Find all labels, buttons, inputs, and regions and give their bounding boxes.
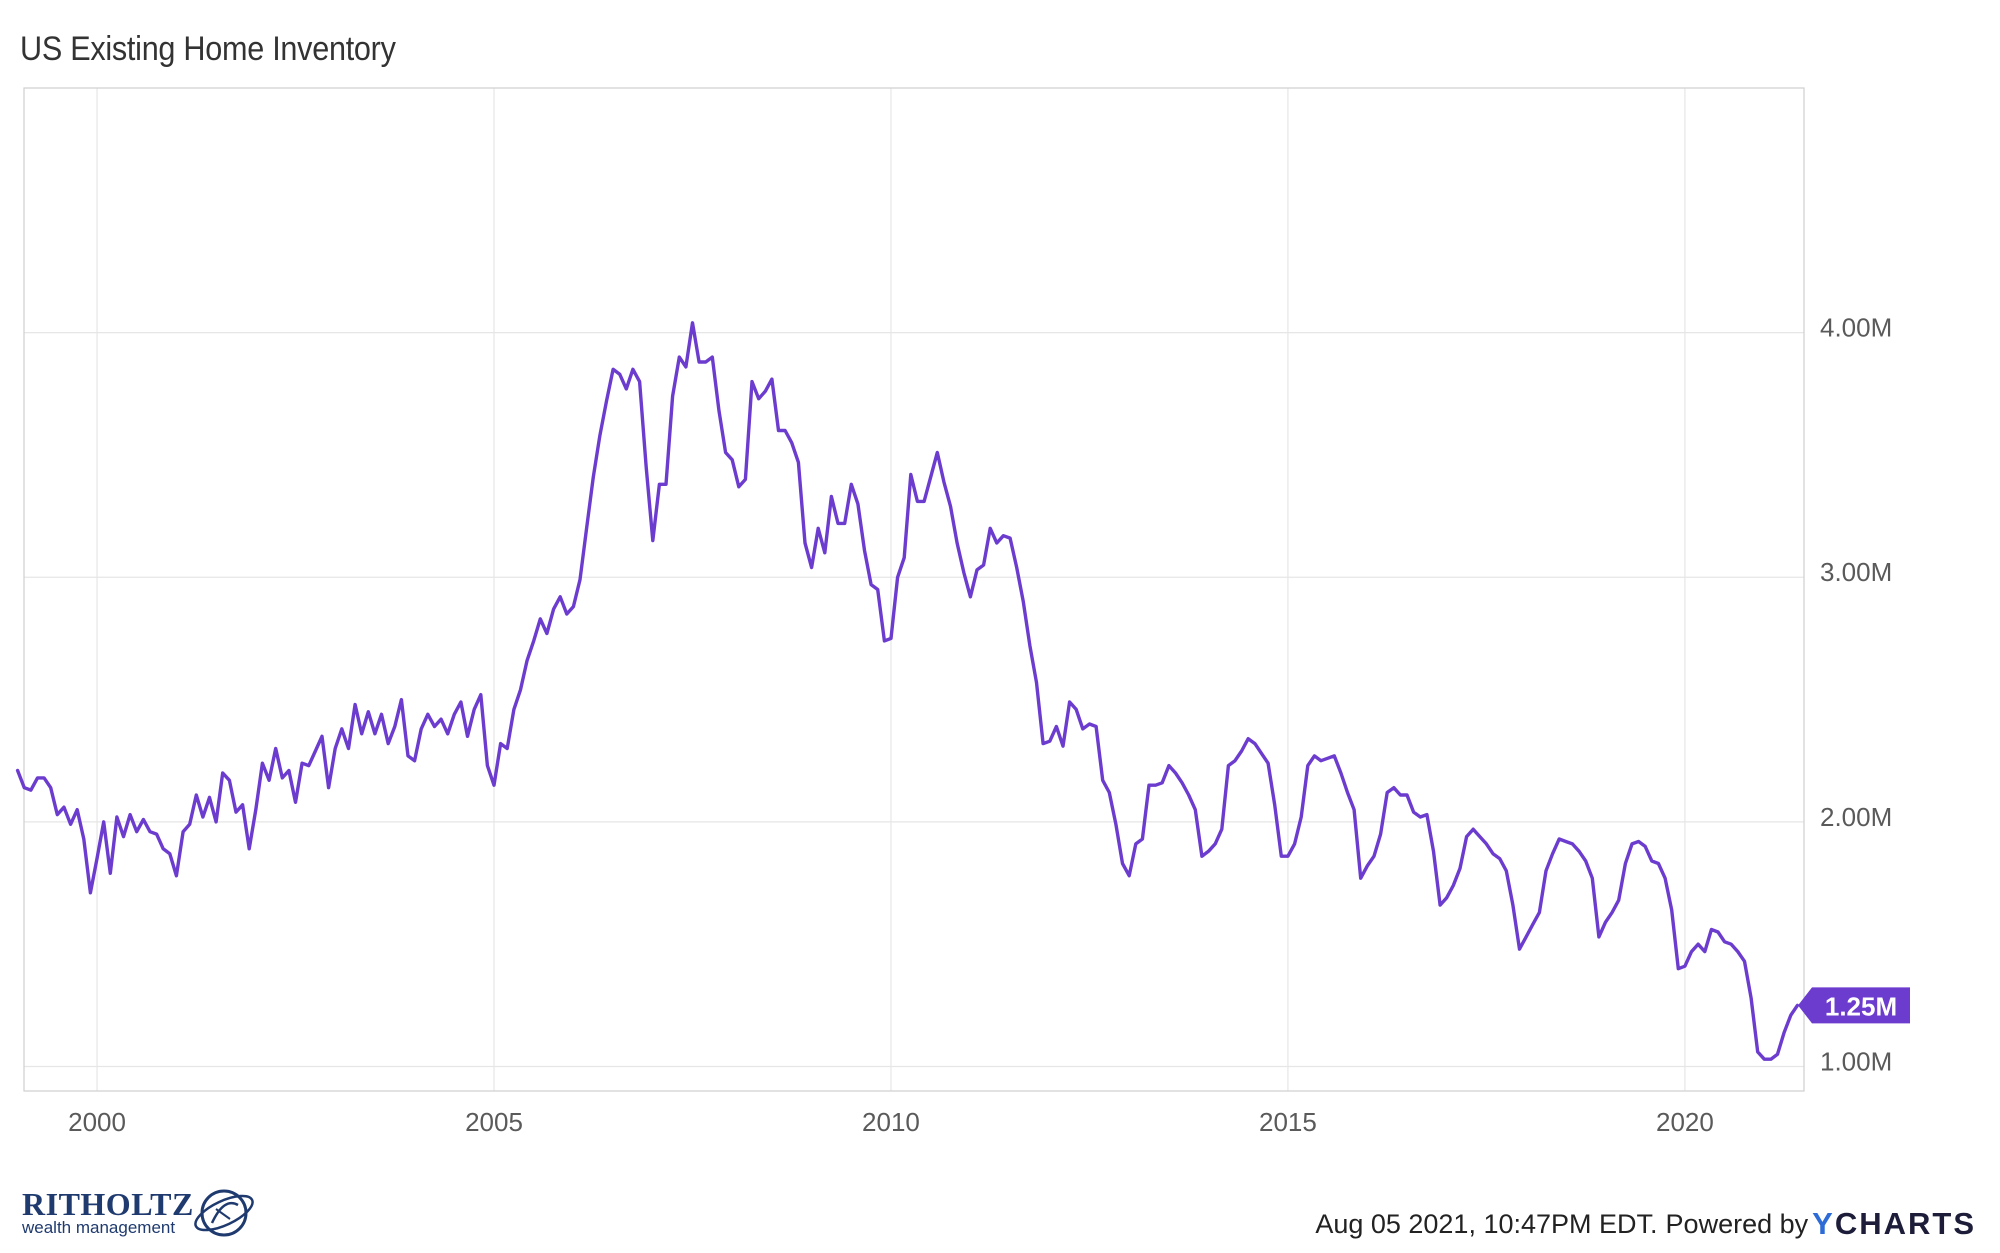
x-axis: 2000 2005 2010 2015 2020 (68, 1107, 1714, 1137)
x-tick-label: 2000 (68, 1107, 126, 1137)
y-tick-label: 1.00M (1820, 1046, 1892, 1076)
x-tick-label: 2020 (1656, 1107, 1714, 1137)
ycharts-brand-rest: CHARTS (1834, 1206, 1976, 1241)
x-tick-label: 2005 (465, 1107, 523, 1137)
chart-footer: Aug 05 2021, 10:47PM EDT. Powered by YCH… (1315, 1206, 1976, 1242)
ycharts-brand-y: Y (1812, 1206, 1835, 1241)
series-line (15, 321, 1800, 1061)
x-tick-label: 2010 (862, 1107, 920, 1137)
y-tick-label: 4.00M (1820, 313, 1892, 343)
gridlines (24, 88, 1804, 1091)
globe-swirl-icon (193, 1189, 254, 1237)
powered-by: Powered by (1665, 1208, 1809, 1239)
plot-frame (23, 87, 1805, 1092)
logo-name: RITHOLTZ (22, 1186, 194, 1222)
last-value-badge-shape (1798, 987, 1910, 1024)
logo-tagline: wealth management (22, 1218, 176, 1237)
ycharts-brand[interactable]: YCHARTS (1812, 1206, 1976, 1242)
y-tick-label: 2.00M (1820, 802, 1892, 832)
x-tick-label: 2015 (1259, 1107, 1317, 1137)
chart-title: US Existing Home Inventory (20, 30, 396, 68)
last-value-label: 1.25M (1825, 991, 1897, 1021)
y-axis: 1.00M 2.00M 3.00M 4.00M (1820, 313, 1892, 1077)
y-tick-label: 3.00M (1820, 557, 1892, 587)
ritholtz-logo: RITHOLTZ wealth management (22, 1183, 260, 1243)
timestamp: Aug 05 2021, 10:47PM EDT. (1315, 1208, 1658, 1239)
last-value-badge: 1.25M (1798, 987, 1910, 1024)
